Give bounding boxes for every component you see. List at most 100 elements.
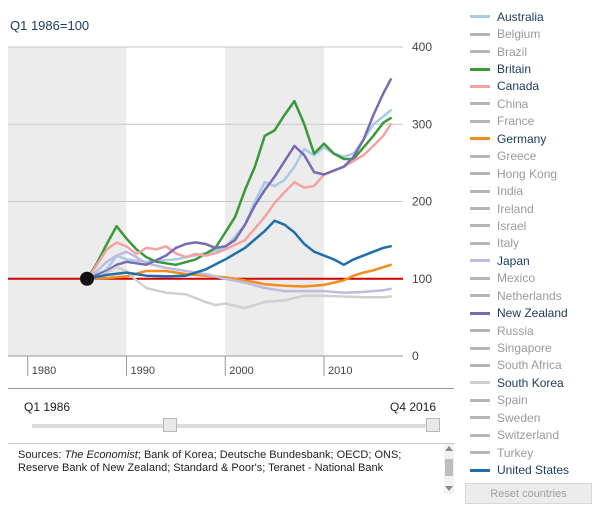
legend-item-india[interactable]: India [470,182,590,199]
reset-countries-button[interactable]: Reset countries [465,483,592,504]
legend-label: Switzerland [497,428,560,443]
legend-item-south-africa[interactable]: South Africa [470,357,590,374]
legend-item-spain[interactable]: Spain [470,392,590,409]
sources-text: Sources: The Economist; Bank of Korea; D… [18,449,438,475]
legend-label: China [497,96,529,111]
legend-label: Sweden [497,410,541,425]
reference-point-marker [80,271,94,286]
legend-swatch [470,137,490,141]
legend-swatch [470,468,490,472]
legend-label: India [497,184,524,199]
legend-item-sweden[interactable]: Sweden [470,409,590,426]
legend-item-united-states[interactable]: United States [470,461,590,478]
series-line-britain [85,99,392,281]
legend-item-hong-kong[interactable]: Hong Kong [470,165,590,182]
x-axis: 1980 1990 2000 2010 [8,355,403,377]
y-tick-label: 200 [412,195,432,209]
legend-label: South Korea [497,375,564,390]
legend-item-brazil[interactable]: Brazil [470,43,590,60]
legend-swatch [470,207,490,211]
date-range-slider-track[interactable] [32,424,440,428]
legend-item-belgium[interactable]: Belgium [470,25,590,42]
legend-swatch [470,172,490,176]
legend-swatch [470,433,490,437]
legend-item-south-korea[interactable]: South Korea [470,374,590,391]
legend-swatch [470,15,490,19]
sources-publication: The Economist [64,449,138,461]
legend-item-mexico[interactable]: Mexico [470,270,590,287]
legend-swatch [470,276,490,280]
x-tick-label: 1990 [131,365,155,377]
legend-item-ireland[interactable]: Ireland [470,200,590,217]
scroll-thumb[interactable] [445,459,453,476]
legend-label: Germany [497,131,547,146]
sources-prefix: Sources: [18,449,65,461]
legend-label: Brazil [497,44,528,59]
legend-swatch [470,67,490,71]
legend-item-italy[interactable]: Italy [470,235,590,252]
legend-item-turkey[interactable]: Turkey [470,444,590,461]
y-tick-label: 100 [412,272,432,286]
legend-swatch [470,189,490,193]
legend-swatch [470,224,490,228]
series-line-south-korea [85,265,392,310]
legend-label: New Zealand [497,306,568,321]
legend-item-australia[interactable]: Australia [470,8,590,25]
legend-label: Netherlands [497,288,562,303]
series-line-japan [85,250,392,294]
legend-item-china[interactable]: China [470,95,590,112]
slider-end-label: Q4 2016 [390,400,437,414]
series-line-united-states [85,219,392,281]
legend-label: Canada [497,79,540,94]
legend-label: Japan [497,253,530,268]
legend-label: Greece [497,149,537,164]
x-tick-label: 2010 [328,365,352,377]
legend-item-canada[interactable]: Canada [470,78,590,95]
x-tick-label: 1980 [32,365,56,377]
legend-swatch [470,451,490,455]
slider-start-label: Q1 1986 [24,400,71,414]
legend-item-israel[interactable]: Israel [470,217,590,234]
legend-label: Hong Kong [497,166,558,181]
legend-swatch [470,84,490,88]
legend-item-britain[interactable]: Britain [470,60,590,77]
legend-item-netherlands[interactable]: Netherlands [470,287,590,304]
legend-swatch [470,329,490,333]
legend-swatch [470,363,490,367]
y-axis: 0 100 200 300 400 [412,40,432,363]
legend-item-japan[interactable]: Japan [470,252,590,269]
legend-item-germany[interactable]: Germany [470,130,590,147]
scroll-up-arrow-icon[interactable] [445,446,453,451]
legend-item-france[interactable]: France [470,113,590,130]
legend-item-russia[interactable]: Russia [470,322,590,339]
sources-rest: ; Bank of Korea; Deutsche Bundesbank; OE… [18,449,402,474]
legend-swatch [470,50,490,54]
legend-label: Russia [497,323,534,338]
slider-end-handle[interactable] [426,418,440,432]
x-tick-label: 2000 [229,365,253,377]
legend-swatch [470,102,490,106]
legend-swatch [470,241,490,245]
legend-item-greece[interactable]: Greece [470,148,590,165]
legend-item-switzerland[interactable]: Switzerland [470,427,590,444]
legend-item-new-zealand[interactable]: New Zealand [470,304,590,321]
legend-label: South Africa [497,358,562,373]
legend-swatch [470,311,490,315]
series-line-new-zealand [85,78,392,281]
legend-label: Mexico [497,271,536,286]
scroll-down-arrow-icon[interactable] [445,486,453,491]
legend-swatch [470,416,490,420]
legend-swatch [470,119,490,123]
legend-label: Australia [497,9,544,24]
country-legend: Australia Belgium Brazil Britain Canada China… [470,8,590,479]
chart-title: Q1 1986=100 [10,18,89,33]
legend-label: Turkey [497,445,534,460]
legend-item-singapore[interactable]: Singapore [470,339,590,356]
sources-scrollbar[interactable] [444,444,454,494]
legend-label: Israel [497,218,527,233]
legend-swatch [470,259,490,263]
legend-swatch [470,398,490,402]
legend-swatch [470,381,490,385]
legend-label: Britain [497,62,532,77]
slider-start-handle[interactable] [163,418,177,432]
